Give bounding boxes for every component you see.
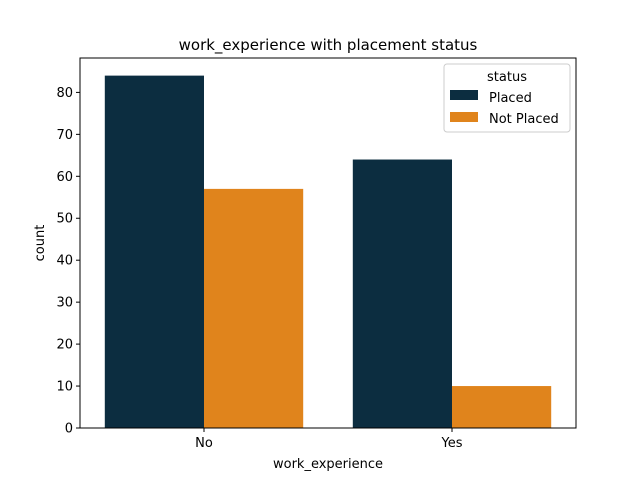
y-tick-label: 0 — [65, 422, 73, 437]
legend-swatch-placed — [450, 90, 478, 100]
y-tick-label: 80 — [56, 86, 73, 101]
legend-swatch-not-placed — [450, 112, 478, 122]
plot-frame — [79, 57, 577, 429]
y-axis-title: count — [33, 225, 48, 262]
x-tick-label: Yes — [441, 436, 463, 451]
y-tick-label: 10 — [56, 380, 73, 395]
bar-not-placed-no — [204, 188, 304, 428]
legend-label-placed: Placed — [489, 91, 532, 106]
y-tick-label: 40 — [56, 254, 73, 269]
x-tick-label: No — [195, 436, 213, 451]
legend-label-not-placed: Not Placed — [489, 112, 559, 127]
bar-placed-no — [104, 75, 204, 428]
y-tick-label: 30 — [56, 296, 73, 311]
legend: status Placed Not Placed — [443, 63, 571, 133]
y-tick-label: 60 — [56, 170, 73, 185]
chart-title: work_experience with placement status — [179, 36, 478, 55]
bar-placed-yes — [352, 159, 452, 428]
bar-not-placed-yes — [452, 386, 552, 428]
y-tick-label: 20 — [56, 338, 73, 353]
legend-title: status — [487, 70, 527, 85]
x-axis-title: work_experience — [273, 457, 383, 472]
y-tick-label: 50 — [56, 212, 73, 227]
y-axis: 0 10 20 30 40 50 60 70 80 — [56, 86, 80, 437]
y-tick-label: 70 — [56, 128, 73, 143]
bars-group — [104, 75, 552, 428]
x-axis: No Yes — [195, 428, 463, 451]
